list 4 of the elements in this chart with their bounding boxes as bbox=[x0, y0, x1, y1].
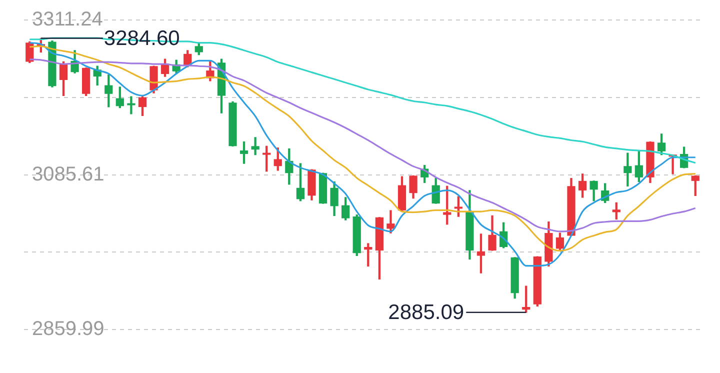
y-tick-label: 2859.99 bbox=[32, 318, 104, 340]
y-tick-label: 3311.24 bbox=[32, 8, 103, 31]
annotation: 2885.09 bbox=[388, 301, 464, 324]
y-tick-label: 3085.61 bbox=[32, 163, 104, 186]
